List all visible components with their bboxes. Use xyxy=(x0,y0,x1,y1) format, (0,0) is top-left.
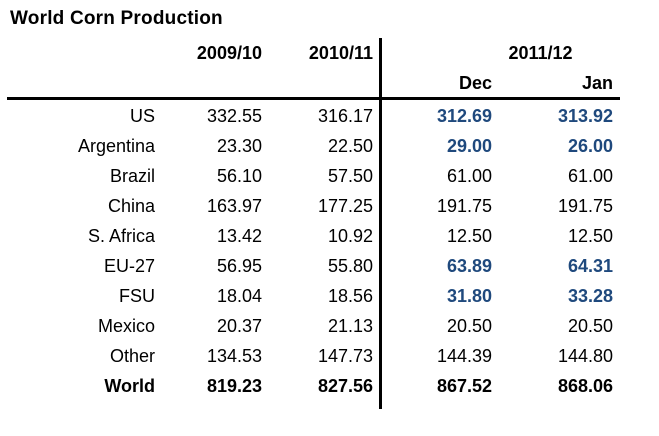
table-row: EU-27 56.95 55.80 63.89 64.31 xyxy=(0,251,618,281)
table-row: Other 134.53 147.73 144.39 144.80 xyxy=(0,341,618,371)
value-dec: 31.80 xyxy=(446,285,492,306)
header-jan: Jan xyxy=(581,72,613,93)
value-jan: 61.00 xyxy=(567,165,613,186)
value-dec: 867.52 xyxy=(436,375,492,396)
value-2010-11: 57.50 xyxy=(327,165,373,186)
row-label: Brazil xyxy=(109,165,155,186)
row-label: S. Africa xyxy=(87,225,155,246)
value-2009-10: 56.95 xyxy=(216,255,262,276)
value-jan: 33.28 xyxy=(567,285,613,306)
header-2011-12: 2011/12 xyxy=(508,42,573,63)
row-label: Argentina xyxy=(77,135,155,156)
value-jan: 868.06 xyxy=(557,375,613,396)
value-2010-11: 827.56 xyxy=(317,375,373,396)
row-label: World xyxy=(104,375,155,396)
value-2009-10: 23.30 xyxy=(216,135,262,156)
row-label: US xyxy=(129,105,155,126)
value-dec: 12.50 xyxy=(446,225,492,246)
row-label: China xyxy=(107,195,155,216)
table-row: US 332.55 316.17 312.69 313.92 xyxy=(0,101,618,131)
value-2010-11: 55.80 xyxy=(327,255,373,276)
row-label: Other xyxy=(109,345,155,366)
value-dec: 61.00 xyxy=(446,165,492,186)
table-row: China 163.97 177.25 191.75 191.75 xyxy=(0,191,618,221)
header-rule xyxy=(7,97,620,100)
value-jan: 313.92 xyxy=(557,105,613,126)
value-dec: 312.69 xyxy=(436,105,492,126)
value-2010-11: 147.73 xyxy=(317,345,373,366)
month-header-row: Dec Jan xyxy=(0,68,618,98)
value-2010-11: 21.13 xyxy=(327,315,373,336)
table-row: Mexico 20.37 21.13 20.50 20.50 xyxy=(0,311,618,341)
column-divider xyxy=(379,38,382,409)
value-jan: 191.75 xyxy=(557,195,613,216)
value-2010-11: 177.25 xyxy=(317,195,373,216)
row-label: EU-27 xyxy=(103,255,155,276)
header-dec: Dec xyxy=(458,72,492,93)
value-dec: 144.39 xyxy=(436,345,492,366)
value-2009-10: 20.37 xyxy=(216,315,262,336)
value-dec: 191.75 xyxy=(436,195,492,216)
table-row: FSU 18.04 18.56 31.80 33.28 xyxy=(0,281,618,311)
value-2009-10: 819.23 xyxy=(206,375,262,396)
table-row: Brazil 56.10 57.50 61.00 61.00 xyxy=(0,161,618,191)
value-2009-10: 332.55 xyxy=(206,105,262,126)
value-2009-10: 13.42 xyxy=(216,225,262,246)
year-header-row: 2009/10 2010/11 2011/12 xyxy=(0,38,618,68)
value-jan: 12.50 xyxy=(567,225,613,246)
page-title: World Corn Production xyxy=(10,8,223,29)
table-row: World 819.23 827.56 867.52 868.06 xyxy=(0,371,618,401)
table-row: S. Africa 13.42 10.92 12.50 12.50 xyxy=(0,221,618,251)
value-2010-11: 10.92 xyxy=(327,225,373,246)
value-jan: 64.31 xyxy=(567,255,613,276)
row-label: Mexico xyxy=(97,315,155,336)
value-jan: 26.00 xyxy=(567,135,613,156)
value-dec: 63.89 xyxy=(446,255,492,276)
header-2010-11: 2010/11 xyxy=(308,42,373,63)
table-body: US 332.55 316.17 312.69 313.92 Argentina… xyxy=(0,98,618,401)
value-jan: 20.50 xyxy=(567,315,613,336)
value-jan: 144.80 xyxy=(557,345,613,366)
value-2010-11: 316.17 xyxy=(317,105,373,126)
value-2009-10: 56.10 xyxy=(216,165,262,186)
corn-production-table: 2009/10 2010/11 2011/12 Dec Jan US 332.5… xyxy=(0,38,618,401)
value-2009-10: 18.04 xyxy=(216,285,262,306)
value-2010-11: 18.56 xyxy=(327,285,373,306)
value-dec: 29.00 xyxy=(446,135,492,156)
row-label: FSU xyxy=(119,285,155,306)
header-2009-10: 2009/10 xyxy=(196,42,262,63)
table-row: Argentina 23.30 22.50 29.00 26.00 xyxy=(0,131,618,161)
value-dec: 20.50 xyxy=(446,315,492,336)
value-2009-10: 134.53 xyxy=(206,345,262,366)
value-2010-11: 22.50 xyxy=(327,135,373,156)
value-2009-10: 163.97 xyxy=(206,195,262,216)
